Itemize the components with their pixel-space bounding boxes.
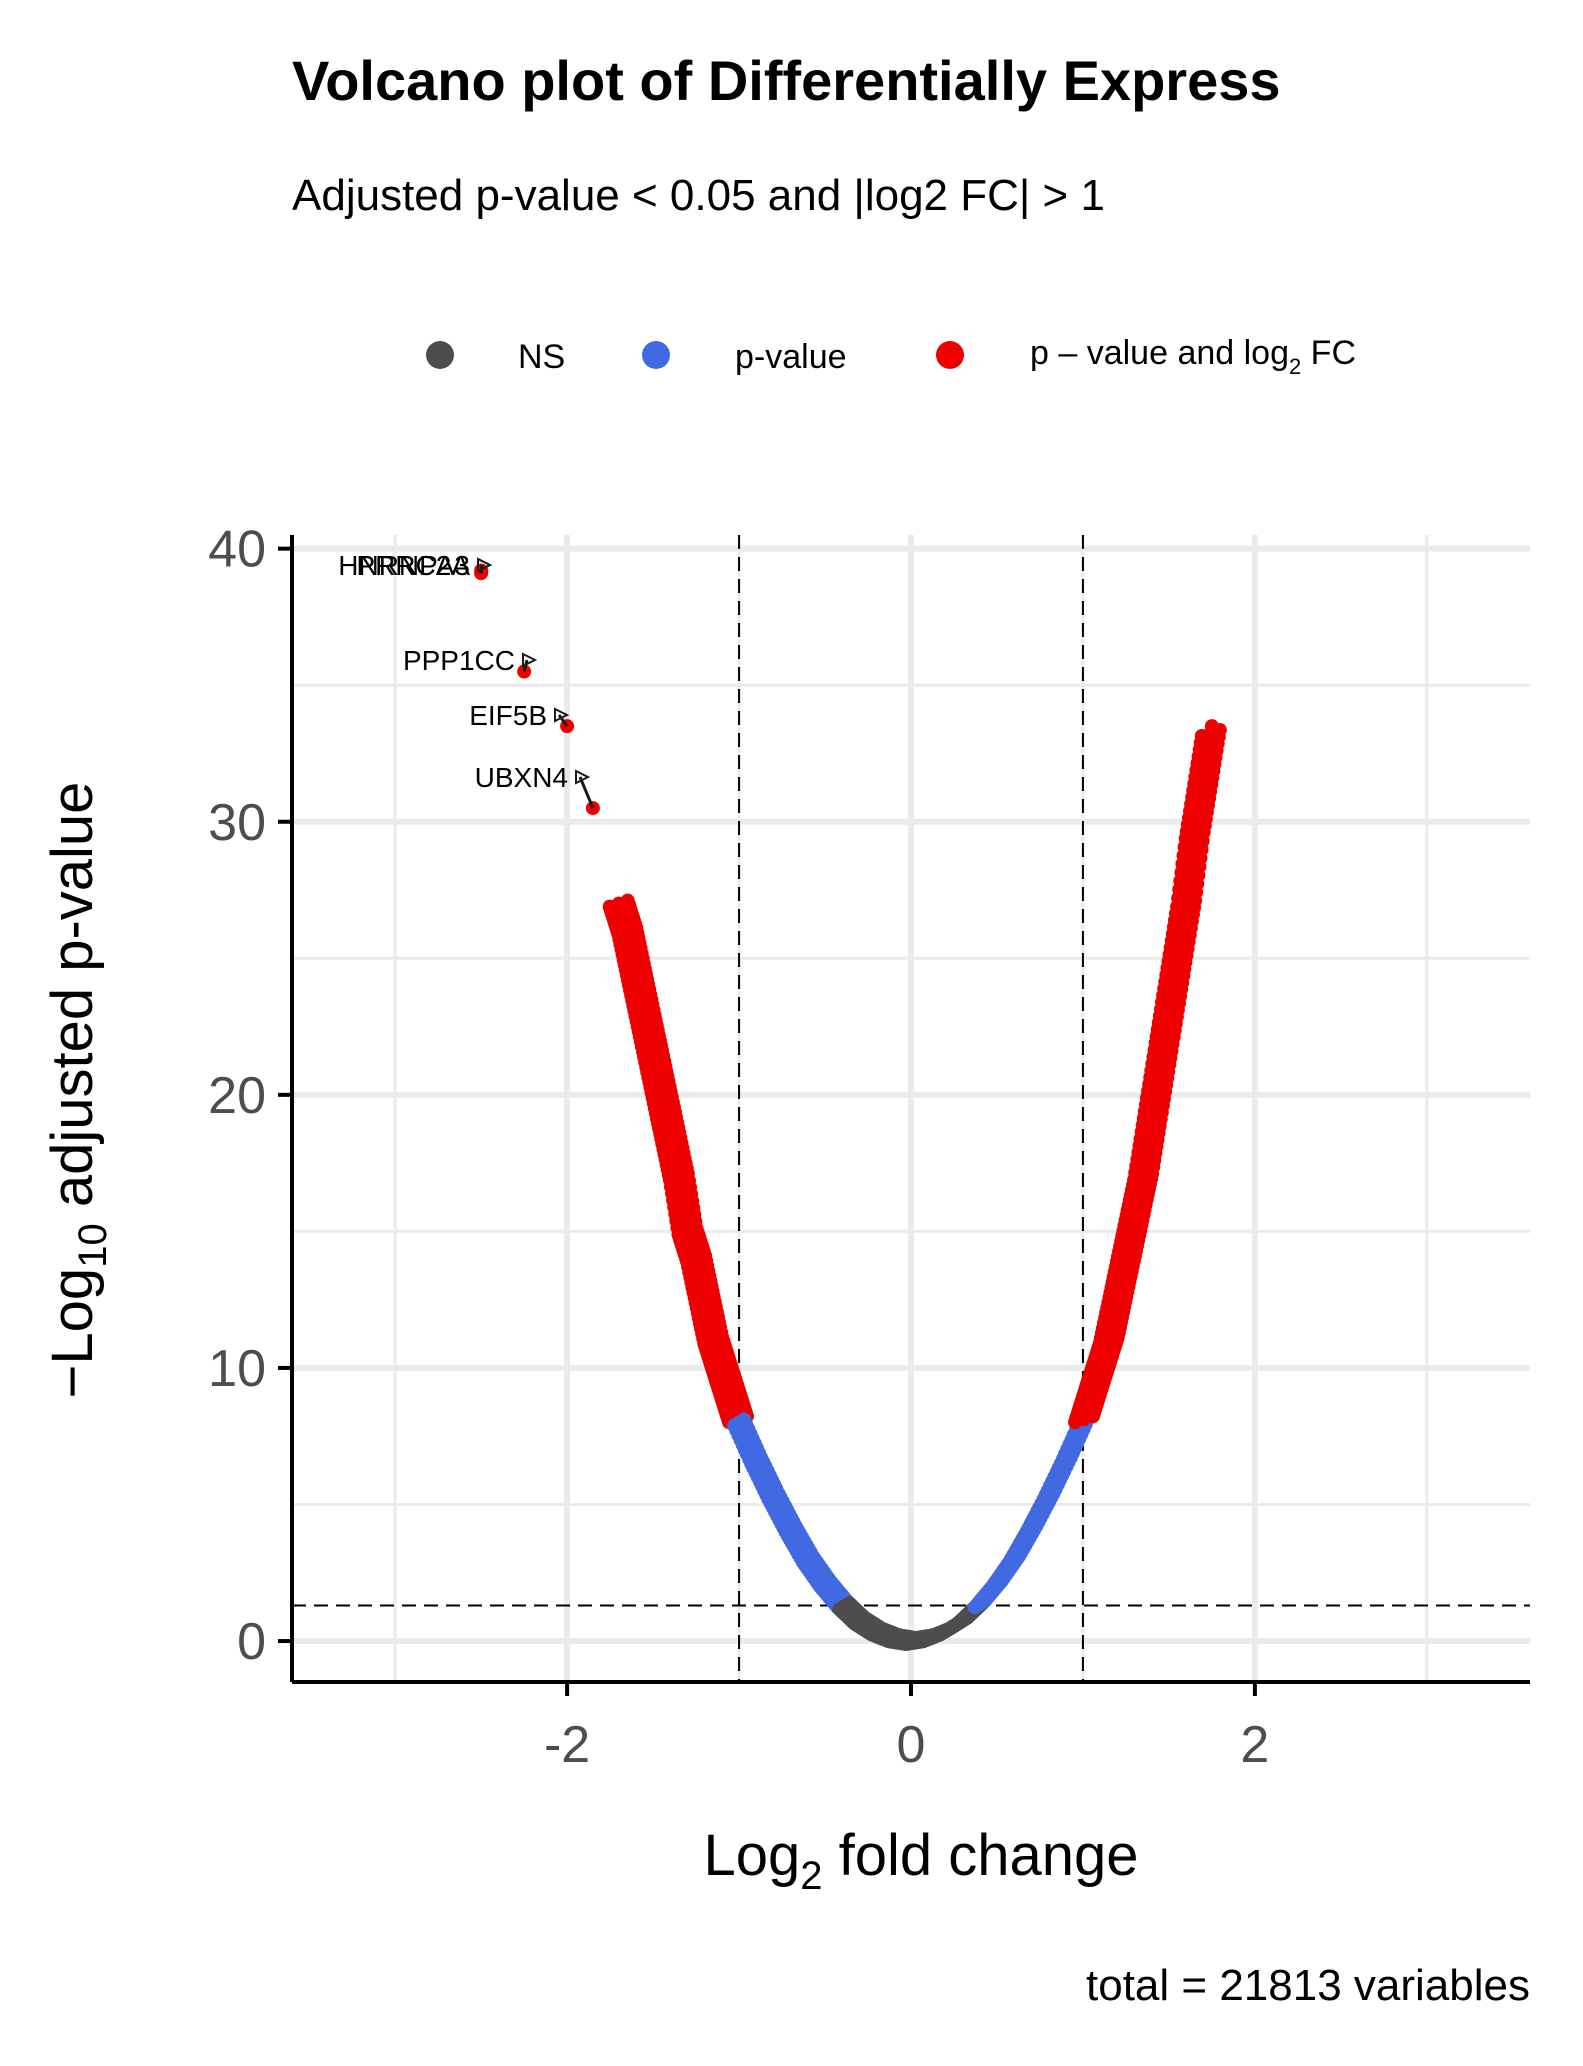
y-axis-title: −Log10 adjusted p-value [40, 782, 115, 1399]
x-axis-title-main: Log [703, 1823, 800, 1888]
y-tick-label: 30 [208, 794, 266, 852]
y-tick-label: 20 [208, 1067, 266, 1125]
label-arrowhead [575, 769, 591, 785]
legend-fc-label-main: p – value and log [1030, 334, 1289, 372]
legend-ns-label: NS [518, 338, 565, 376]
y-axis-title-rest: adjusted p-value [40, 782, 105, 1224]
chart-subtitle: Adjusted p-value < 0.05 and |log2 FC| > … [292, 171, 1105, 220]
axes [278, 535, 1530, 1696]
chart-caption: total = 21813 variables [1086, 1961, 1530, 2010]
label-connector [578, 776, 595, 809]
y-tick-label: 40 [208, 521, 266, 579]
x-axis-title: Log2 fold change [703, 1823, 1138, 1898]
gene-label: UBXN4 [475, 762, 568, 793]
data-points [474, 563, 1227, 1652]
legend-fc-swatch [936, 341, 964, 369]
gene-label: PRRC2A [356, 550, 470, 581]
legend-fc-label: p – value and log2 FC [1030, 334, 1356, 379]
y-tick-label: 0 [237, 1613, 266, 1671]
label-connector [557, 714, 569, 728]
legend-fc-label-sub: 2 [1289, 354, 1301, 379]
y-axis-title-prefix: −Log [40, 1268, 105, 1399]
gene-label: PPP1CC [403, 645, 515, 676]
x-axis-title-sub: 2 [800, 1854, 822, 1898]
gene-label: EIF5B [469, 700, 547, 731]
legend-pvalue-label: p-value [735, 338, 847, 376]
label-arrowhead [554, 707, 570, 723]
legend-fc-label-rest: FC [1301, 334, 1356, 372]
x-axis-title-rest: fold change [823, 1823, 1139, 1888]
data-point [1204, 719, 1219, 734]
grid-lines [292, 535, 1530, 1682]
x-tick-label: 0 [897, 1716, 926, 1774]
label-arrowhead [522, 652, 538, 668]
chart-title: Volcano plot of Differentially Express [292, 49, 1281, 112]
cutoff-lines [292, 535, 1530, 1682]
y-axis-title-sub: 10 [71, 1223, 115, 1268]
x-tick-label: -2 [544, 1716, 590, 1774]
legend-pvalue-swatch [642, 341, 670, 369]
legend: NS p-value p – value and log2 FC [426, 334, 1356, 379]
x-tick-label: 2 [1240, 1716, 1269, 1774]
legend-ns-swatch [426, 341, 454, 369]
y-tick-label: 10 [208, 1340, 266, 1398]
gene-label: HNRNPA3 [338, 550, 470, 581]
label-arrowhead [477, 557, 493, 573]
